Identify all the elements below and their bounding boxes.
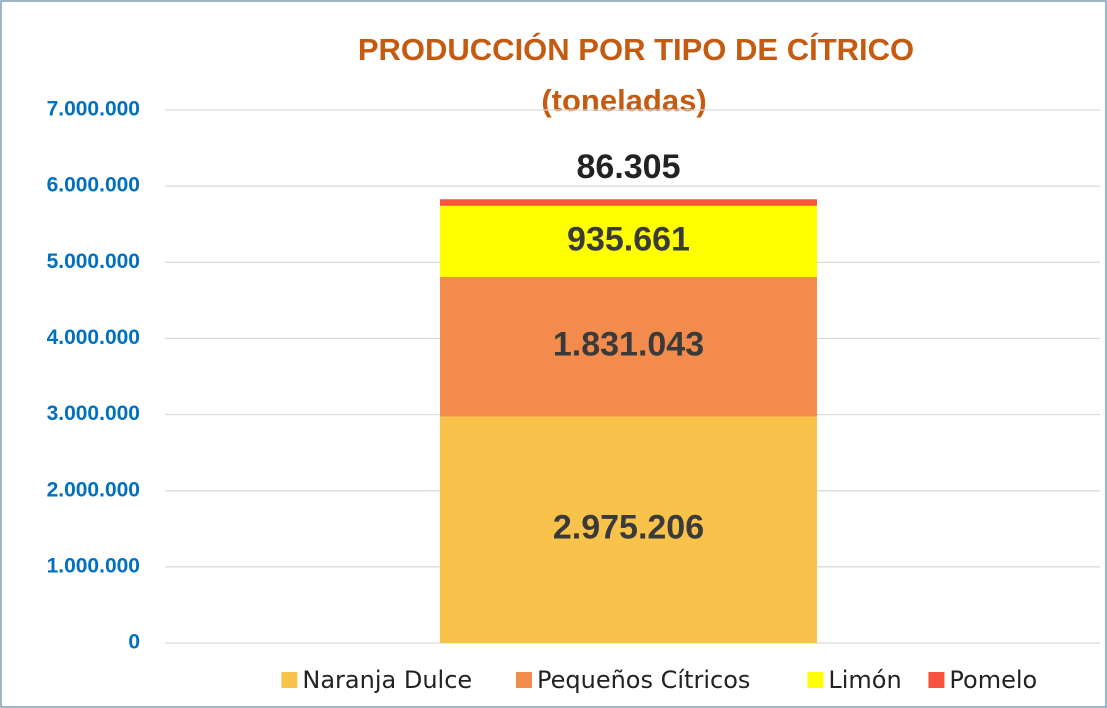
legend-swatch — [516, 672, 532, 688]
y-tick-label: 5.000.000 — [47, 250, 140, 273]
legend-swatch — [281, 672, 298, 688]
chart-subtitle: (toneladas) — [541, 83, 706, 118]
legend-swatch — [807, 672, 824, 688]
bar-segment — [440, 416, 817, 643]
bar-segment — [440, 205, 817, 278]
chart-title: PRODUCCIÓN POR TIPO DE CÍTRICO — [358, 31, 914, 67]
y-tick-label: 2.000.000 — [47, 478, 140, 501]
legend-label: Pequeños Cítricos — [537, 666, 750, 694]
legend-label: Pomelo — [949, 666, 1037, 694]
y-tick-label: 4.000.000 — [47, 326, 140, 349]
value-label: 2.975.206 — [553, 509, 704, 547]
value-label: 86.305 — [577, 148, 681, 186]
legend-label: Limón — [828, 666, 901, 694]
y-tick-label: 1.000.000 — [47, 554, 140, 577]
y-tick-label: 0 — [128, 631, 140, 654]
bar-segment — [440, 277, 817, 417]
y-tick-label: 7.000.000 — [47, 98, 140, 121]
legend-swatch — [928, 672, 945, 688]
y-tick-label: 6.000.000 — [47, 174, 140, 197]
bar-segment — [440, 199, 817, 206]
value-label: 1.831.043 — [553, 326, 704, 364]
value-label: 935.661 — [567, 220, 690, 258]
legend-label: Naranja Dulce — [302, 666, 472, 694]
y-tick-label: 3.000.000 — [47, 402, 140, 425]
